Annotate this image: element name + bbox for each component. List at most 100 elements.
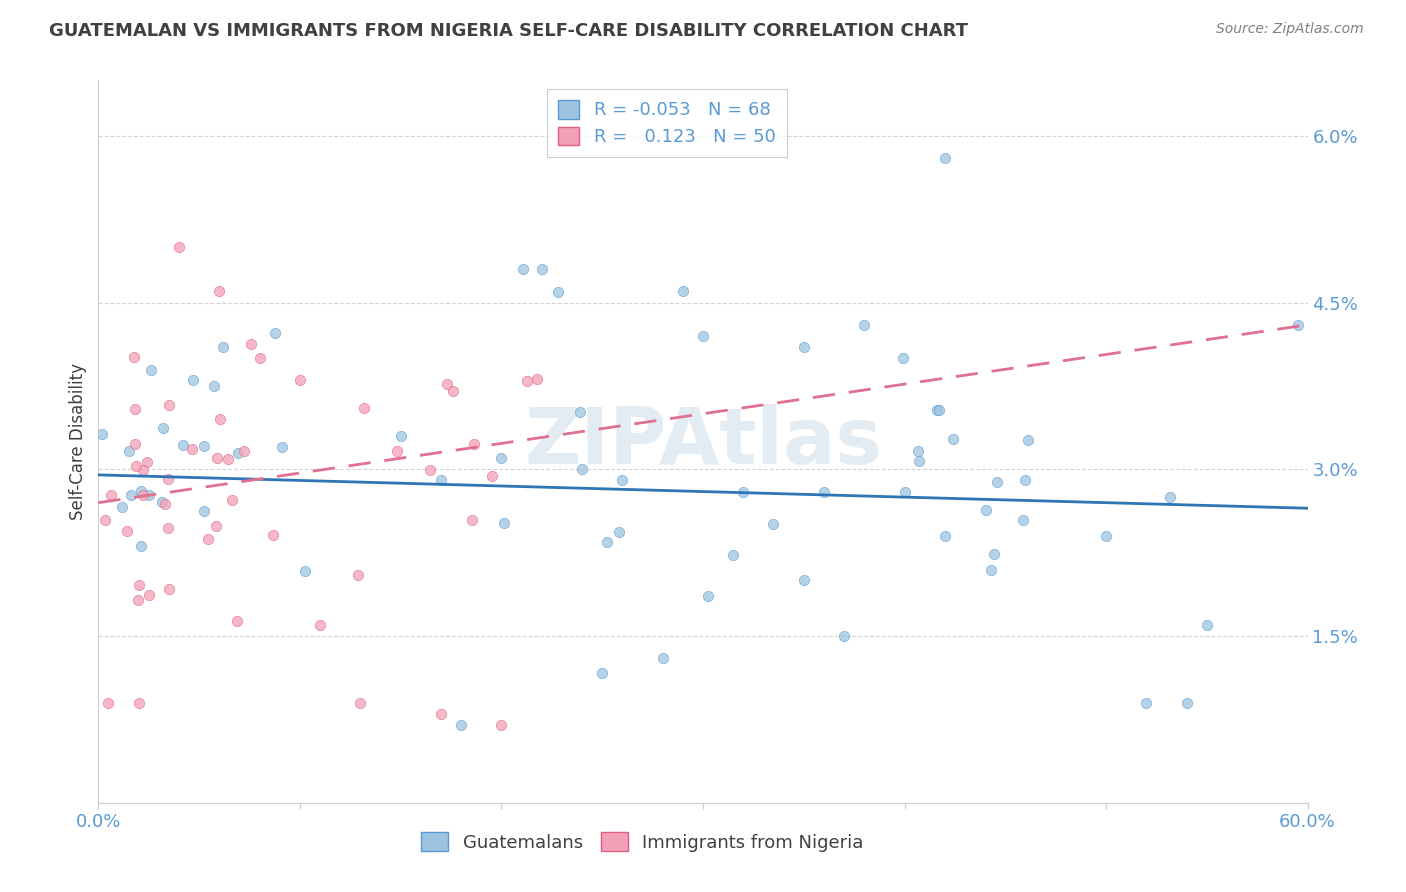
Point [127, 592, 149, 607]
Point [942, 432, 965, 446]
Point [672, 285, 695, 299]
Point [1135, 696, 1157, 710]
Point [530, 262, 553, 277]
Point [793, 574, 815, 588]
Point [232, 443, 254, 458]
Point [692, 329, 714, 343]
Point [980, 563, 1002, 577]
Point [612, 474, 634, 488]
Point [157, 398, 180, 412]
Point [138, 488, 160, 502]
Point [1175, 696, 1198, 710]
Point [853, 318, 876, 332]
Point [463, 437, 485, 451]
Point [651, 651, 673, 665]
Point [193, 439, 215, 453]
Point [733, 484, 755, 499]
Point [723, 548, 745, 562]
Point [353, 401, 375, 415]
Point [288, 373, 311, 387]
Point [193, 504, 215, 518]
Point [264, 326, 287, 340]
Point [205, 518, 228, 533]
Point [832, 629, 855, 643]
Point [1011, 513, 1033, 527]
Point [221, 492, 243, 507]
Point [908, 453, 931, 467]
Point [1017, 433, 1039, 447]
Point [430, 474, 453, 488]
Point [893, 351, 915, 365]
Point [512, 261, 534, 276]
Point [118, 444, 141, 458]
Point [983, 547, 1005, 561]
Point [156, 521, 179, 535]
Point [228, 446, 250, 460]
Point [128, 578, 150, 592]
Point [928, 402, 950, 417]
Point [125, 458, 148, 473]
Point [1159, 490, 1181, 504]
Point [697, 589, 720, 603]
Point [270, 441, 292, 455]
Point [346, 568, 368, 582]
Point [450, 718, 472, 732]
Point [430, 706, 453, 721]
Point [294, 564, 316, 578]
Point [153, 498, 176, 512]
Point [132, 463, 155, 477]
Point [197, 532, 219, 546]
Point [138, 588, 160, 602]
Point [568, 405, 591, 419]
Point [202, 378, 225, 392]
Point [389, 429, 412, 443]
Point [183, 373, 205, 387]
Point [793, 340, 815, 354]
Point [1286, 318, 1309, 332]
Point [93, 513, 115, 527]
Point [139, 362, 162, 376]
Point [436, 377, 458, 392]
Point [762, 516, 785, 531]
Point [262, 528, 284, 542]
Point [1195, 618, 1218, 632]
Point [115, 524, 138, 538]
Point [249, 351, 271, 366]
Point [172, 438, 194, 452]
Text: Source: ZipAtlas.com: Source: ZipAtlas.com [1216, 22, 1364, 37]
Point [491, 451, 513, 466]
Point [907, 444, 929, 458]
Point [157, 582, 180, 596]
Point [460, 513, 482, 527]
Point [1014, 474, 1036, 488]
Point [212, 339, 235, 353]
Point [97, 696, 120, 710]
Point [974, 503, 997, 517]
Point [152, 421, 174, 435]
Point [385, 444, 408, 458]
Point [135, 455, 157, 469]
Point [934, 529, 956, 543]
Point [607, 525, 630, 540]
Text: GUATEMALAN VS IMMIGRANTS FROM NIGERIA SELF-CARE DISABILITY CORRELATION CHART: GUATEMALAN VS IMMIGRANTS FROM NIGERIA SE… [49, 22, 969, 40]
Point [120, 488, 142, 502]
Point [526, 371, 548, 385]
Point [217, 451, 239, 466]
Point [571, 462, 593, 476]
Point [167, 240, 190, 254]
Point [491, 718, 513, 732]
Point [893, 484, 915, 499]
Point [595, 534, 617, 549]
Text: ZIPAtlas: ZIPAtlas [524, 403, 882, 480]
Point [986, 475, 1008, 490]
Point [225, 614, 247, 628]
Point [124, 350, 146, 364]
Point [129, 484, 152, 499]
Point [150, 495, 173, 509]
Point [441, 384, 464, 398]
Point [208, 412, 231, 426]
Point [132, 488, 155, 502]
Point [128, 696, 150, 710]
Point [492, 516, 515, 530]
Point [239, 337, 262, 351]
